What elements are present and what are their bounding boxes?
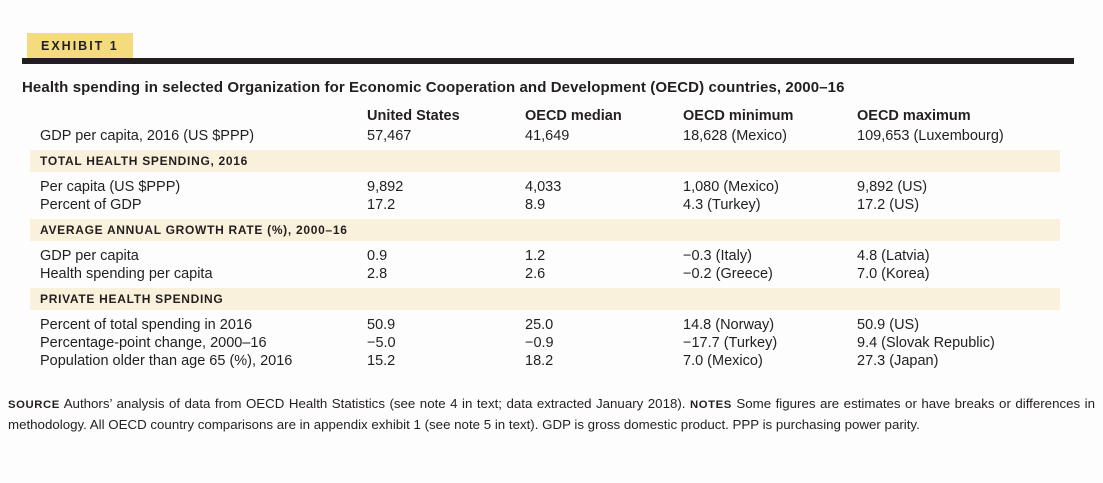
table-row: Population older than age 65 (%), 2016 1… bbox=[30, 352, 1060, 370]
section-header-total-health-spending: TOTAL HEALTH SPENDING, 2016 bbox=[30, 150, 1060, 172]
row-label: Per capita (US $PPP) bbox=[40, 179, 181, 195]
table-row: Health spending per capita 2.8 2.6 −0.2 … bbox=[30, 265, 1060, 283]
table-row: Percent of GDP 17.2 8.9 4.3 (Turkey) 17.… bbox=[30, 196, 1060, 214]
notes-text: Some figures are estimates or have break… bbox=[8, 396, 1095, 432]
row-label: Percent of total spending in 2016 bbox=[40, 317, 253, 333]
cell-value: −5.0 bbox=[367, 335, 396, 351]
row-label: Population older than age 65 (%), 2016 bbox=[40, 353, 293, 369]
cell-value: 14.8 (Norway) bbox=[683, 317, 775, 333]
cell-value: 4.8 (Latvia) bbox=[857, 248, 930, 264]
cell-value: 41,649 bbox=[525, 128, 570, 144]
table-row: Per capita (US $PPP) 9,892 4,033 1,080 (… bbox=[30, 178, 1060, 196]
cell-value: −0.3 (Italy) bbox=[683, 248, 752, 264]
cell-value: 1.2 bbox=[525, 248, 546, 264]
table-row: GDP per capita, 2016 (US $PPP) 57,467 41… bbox=[30, 127, 1060, 145]
cell-value: 9.4 (Slovak Republic) bbox=[857, 335, 995, 351]
cell-value: 0.9 bbox=[367, 248, 388, 264]
row-label: GDP per capita, 2016 (US $PPP) bbox=[40, 128, 255, 144]
cell-value: 18,628 (Mexico) bbox=[683, 128, 787, 144]
column-header-oecd-minimum: OECD minimum bbox=[683, 108, 794, 124]
cell-value: −17.7 (Turkey) bbox=[683, 335, 778, 351]
cell-value: 25.0 bbox=[525, 317, 554, 333]
cell-value: 50.9 bbox=[367, 317, 396, 333]
row-label: Percentage-point change, 2000–16 bbox=[40, 335, 267, 351]
exhibit-badge: EXHIBIT 1 bbox=[27, 33, 133, 58]
exhibit-title: Health spending in selected Organization… bbox=[22, 79, 845, 96]
column-header-oecd-maximum: OECD maximum bbox=[857, 108, 971, 124]
cell-value: 18.2 bbox=[525, 353, 554, 369]
row-label: Percent of GDP bbox=[40, 197, 142, 213]
cell-value: 7.0 (Korea) bbox=[857, 266, 930, 282]
cell-value: 50.9 (US) bbox=[857, 317, 920, 333]
cell-value: 17.2 (US) bbox=[857, 197, 920, 213]
cell-value: 4,033 bbox=[525, 179, 562, 195]
cell-value: 9,892 bbox=[367, 179, 404, 195]
cell-value: 109,653 (Luxembourg) bbox=[857, 128, 1004, 144]
cell-value: 7.0 (Mexico) bbox=[683, 353, 763, 369]
column-header-oecd-median: OECD median bbox=[525, 108, 622, 124]
cell-value: 1,080 (Mexico) bbox=[683, 179, 779, 195]
source-text: Authors’ analysis of data from OECD Heal… bbox=[63, 396, 686, 411]
cell-value: 2.6 bbox=[525, 266, 546, 282]
section-header-average-annual-growth-rate: AVERAGE ANNUAL GROWTH RATE (%), 2000–16 bbox=[30, 219, 1060, 241]
column-header-united-states: United States bbox=[367, 108, 460, 124]
table-row: Percent of total spending in 2016 50.9 2… bbox=[30, 316, 1060, 334]
section-header-private-health-spending: PRIVATE HEALTH SPENDING bbox=[30, 288, 1060, 310]
cell-value: 8.9 bbox=[525, 197, 546, 213]
table-row: Percentage-point change, 2000–16 −5.0 −0… bbox=[30, 334, 1060, 352]
cell-value: 2.8 bbox=[367, 266, 388, 282]
cell-value: 9,892 (US) bbox=[857, 179, 928, 195]
exhibit-table: United States OECD median OECD minimum O… bbox=[30, 107, 1060, 370]
row-label: GDP per capita bbox=[40, 248, 139, 264]
notes-label: NOTES bbox=[689, 399, 732, 411]
cell-value: 15.2 bbox=[367, 353, 396, 369]
exhibit-footnote: SOURCE Authors’ analysis of data from OE… bbox=[8, 394, 1095, 435]
cell-value: 4.3 (Turkey) bbox=[683, 197, 761, 213]
row-label: Health spending per capita bbox=[40, 266, 213, 282]
table-row: GDP per capita 0.9 1.2 −0.3 (Italy) 4.8 … bbox=[30, 247, 1060, 265]
cell-value: −0.2 (Greece) bbox=[683, 266, 773, 282]
header-spacer bbox=[30, 107, 367, 125]
source-label: SOURCE bbox=[8, 399, 60, 411]
cell-value: 17.2 bbox=[367, 197, 396, 213]
cell-value: 27.3 (Japan) bbox=[857, 353, 939, 369]
divider-bar bbox=[22, 58, 1074, 64]
table-header-row: United States OECD median OECD minimum O… bbox=[30, 107, 1060, 125]
cell-value: 57,467 bbox=[367, 128, 412, 144]
cell-value: −0.9 bbox=[525, 335, 554, 351]
